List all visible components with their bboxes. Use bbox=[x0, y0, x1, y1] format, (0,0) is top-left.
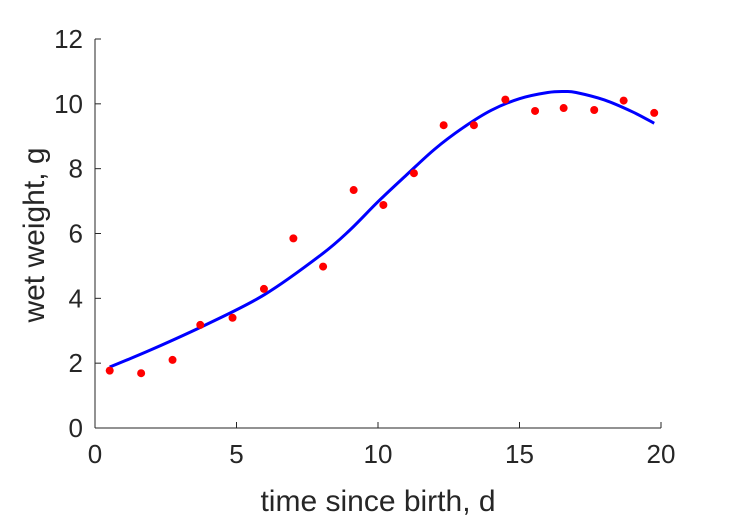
y-tick-label: 0 bbox=[69, 413, 83, 443]
data-points-layer bbox=[105, 95, 659, 378]
data-point bbox=[137, 369, 146, 378]
data-point bbox=[501, 95, 510, 104]
data-point bbox=[105, 366, 114, 375]
y-tick-label: 8 bbox=[69, 154, 83, 184]
data-point bbox=[650, 108, 659, 117]
data-point bbox=[259, 284, 268, 293]
data-point bbox=[590, 105, 599, 114]
x-tick-label: 20 bbox=[647, 439, 676, 469]
x-tick-label: 5 bbox=[229, 439, 243, 469]
y-tick-label: 12 bbox=[54, 24, 83, 54]
data-point bbox=[196, 320, 205, 329]
data-point bbox=[559, 104, 568, 113]
y-tick-label: 4 bbox=[69, 283, 83, 313]
tick-group: 0 5 10 15 20 0 2 4 6 8 10 12 bbox=[54, 24, 675, 469]
y-axis-title: wet weight, g bbox=[18, 147, 51, 323]
chart-axes bbox=[94, 39, 661, 429]
y-tick-label: 10 bbox=[54, 89, 83, 119]
data-point bbox=[349, 186, 358, 195]
data-point bbox=[531, 106, 540, 115]
x-tick-label: 0 bbox=[88, 439, 102, 469]
x-axis-title: time since birth, d bbox=[260, 485, 495, 518]
y-tick-label: 6 bbox=[69, 219, 83, 249]
data-point bbox=[619, 96, 628, 105]
data-point bbox=[228, 313, 237, 322]
x-tick-label: 10 bbox=[364, 439, 393, 469]
fit-curve-line bbox=[109, 89, 655, 369]
data-point bbox=[379, 200, 388, 209]
data-point bbox=[289, 234, 298, 243]
data-point bbox=[168, 355, 177, 364]
data-point bbox=[409, 169, 418, 178]
data-point bbox=[439, 121, 448, 130]
data-point bbox=[469, 121, 478, 130]
y-tick-label: 2 bbox=[69, 348, 83, 378]
x-tick-label: 15 bbox=[505, 439, 534, 469]
fit-curve-layer bbox=[109, 89, 655, 369]
data-point bbox=[319, 262, 328, 271]
